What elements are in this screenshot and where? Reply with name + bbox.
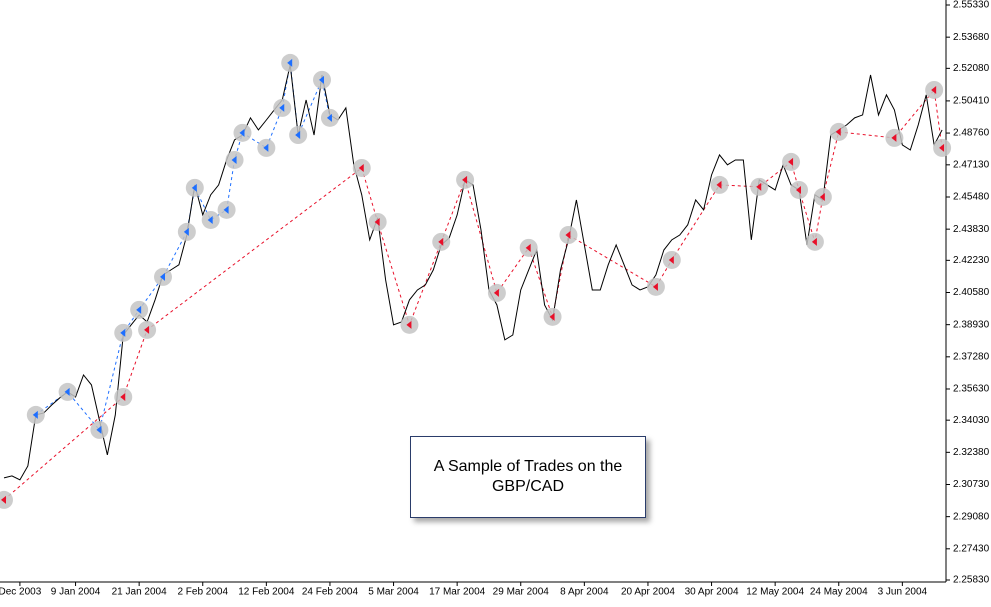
trade-arrow — [287, 58, 293, 67]
trade-arrow — [319, 75, 324, 84]
trade-arrow — [891, 133, 897, 142]
trade-link — [3, 88, 943, 501]
trade-arrow — [939, 143, 945, 152]
trade-arrow — [358, 163, 364, 172]
trade-arrow — [183, 227, 189, 236]
trade-arrow — [295, 131, 301, 140]
trade-arrow — [668, 255, 674, 264]
trade-arrow — [931, 85, 937, 94]
x-tick-label: 2 Feb 2004 — [177, 587, 228, 598]
y-tick-label: 2.52080 — [953, 63, 990, 74]
trade-arrow — [120, 392, 126, 401]
trade-arrow — [788, 157, 794, 166]
trade-arrow — [263, 143, 269, 152]
trade-arrow — [756, 182, 762, 191]
y-tick-label: 2.29080 — [953, 511, 990, 522]
trade-arrow — [32, 410, 38, 419]
x-tick-label: 29 Mar 2004 — [493, 587, 550, 598]
y-tick-label: 2.25830 — [953, 575, 990, 586]
annotation: A Sample of Trades on the GBP/CAD — [410, 436, 646, 518]
trade-arrow — [493, 288, 499, 297]
x-tick-label: 17 Mar 2004 — [429, 587, 486, 598]
x-tick-label: 12 Feb 2004 — [238, 587, 295, 598]
trade-arrow — [223, 205, 229, 214]
y-tick-label: 2.27430 — [953, 543, 990, 554]
x-tick-label: 12 May 2004 — [746, 587, 804, 598]
y-tick-label: 2.53680 — [953, 32, 990, 43]
y-tick-label: 2.32380 — [953, 447, 990, 458]
trade-arrow — [652, 282, 658, 291]
y-tick-label: 2.47130 — [953, 159, 990, 170]
trade-arrow — [191, 183, 197, 192]
trade-arrow — [819, 192, 825, 201]
trade-arrow — [326, 113, 332, 122]
y-tick-label: 2.37280 — [953, 351, 990, 362]
trade-arrow — [835, 127, 841, 136]
trade-arrow — [120, 328, 126, 337]
y-tick-label: 2.38930 — [953, 319, 990, 330]
x-tick-label: 30 Apr 2004 — [685, 587, 739, 598]
trade-arrow — [565, 231, 571, 239]
trade-arrow — [716, 180, 722, 189]
x-tick-label: 24 May 2004 — [810, 587, 868, 598]
x-tick-label: Dec 2003 — [0, 587, 42, 598]
trade-link — [35, 62, 331, 431]
trade-arrow — [406, 320, 412, 329]
trade-arrow — [144, 325, 150, 334]
x-tick-label: 8 Apr 2004 — [560, 587, 609, 598]
price-line — [3, 64, 943, 481]
trade-arrow — [796, 185, 801, 194]
trade-arrow — [374, 217, 380, 226]
trade-arrow — [136, 305, 142, 314]
y-tick-label: 2.55330 — [953, 0, 990, 11]
trade-arrow — [279, 103, 285, 112]
trade-arrow — [160, 272, 165, 281]
y-tick-label: 2.40580 — [953, 287, 990, 298]
trade-arrow — [96, 425, 102, 434]
y-tick-label: 2.48760 — [953, 128, 990, 139]
x-tick-label: 21 Jan 2004 — [112, 587, 167, 598]
y-tick-label: 2.34030 — [953, 415, 990, 426]
trade-arrow — [1, 495, 6, 504]
trade-arrow — [549, 312, 555, 321]
trade-arrow — [64, 387, 70, 396]
x-tick-label: 3 Jun 2004 — [878, 587, 928, 598]
x-tick-label: 20 Apr 2004 — [621, 587, 675, 598]
y-tick-label: 2.30730 — [953, 479, 990, 490]
y-tick-label: 2.42230 — [953, 255, 990, 266]
y-tick-label: 2.50410 — [953, 96, 990, 107]
trade-halo — [0, 490, 13, 509]
trade-arrow — [525, 243, 531, 252]
trade-arrow — [811, 237, 817, 246]
trade-arrow — [207, 215, 213, 224]
x-tick-label: 24 Feb 2004 — [302, 587, 359, 598]
trade-arrow — [239, 128, 245, 137]
y-tick-label: 2.45480 — [953, 192, 990, 203]
trade-arrow — [438, 237, 444, 246]
x-tick-label: 5 Mar 2004 — [368, 587, 419, 598]
y-tick-label: 2.35630 — [953, 384, 990, 395]
trade-arrow — [462, 175, 468, 184]
trade-arrow — [231, 155, 237, 164]
y-tick-label: 2.43830 — [953, 224, 990, 235]
x-tick-label: 9 Jan 2004 — [51, 587, 101, 598]
